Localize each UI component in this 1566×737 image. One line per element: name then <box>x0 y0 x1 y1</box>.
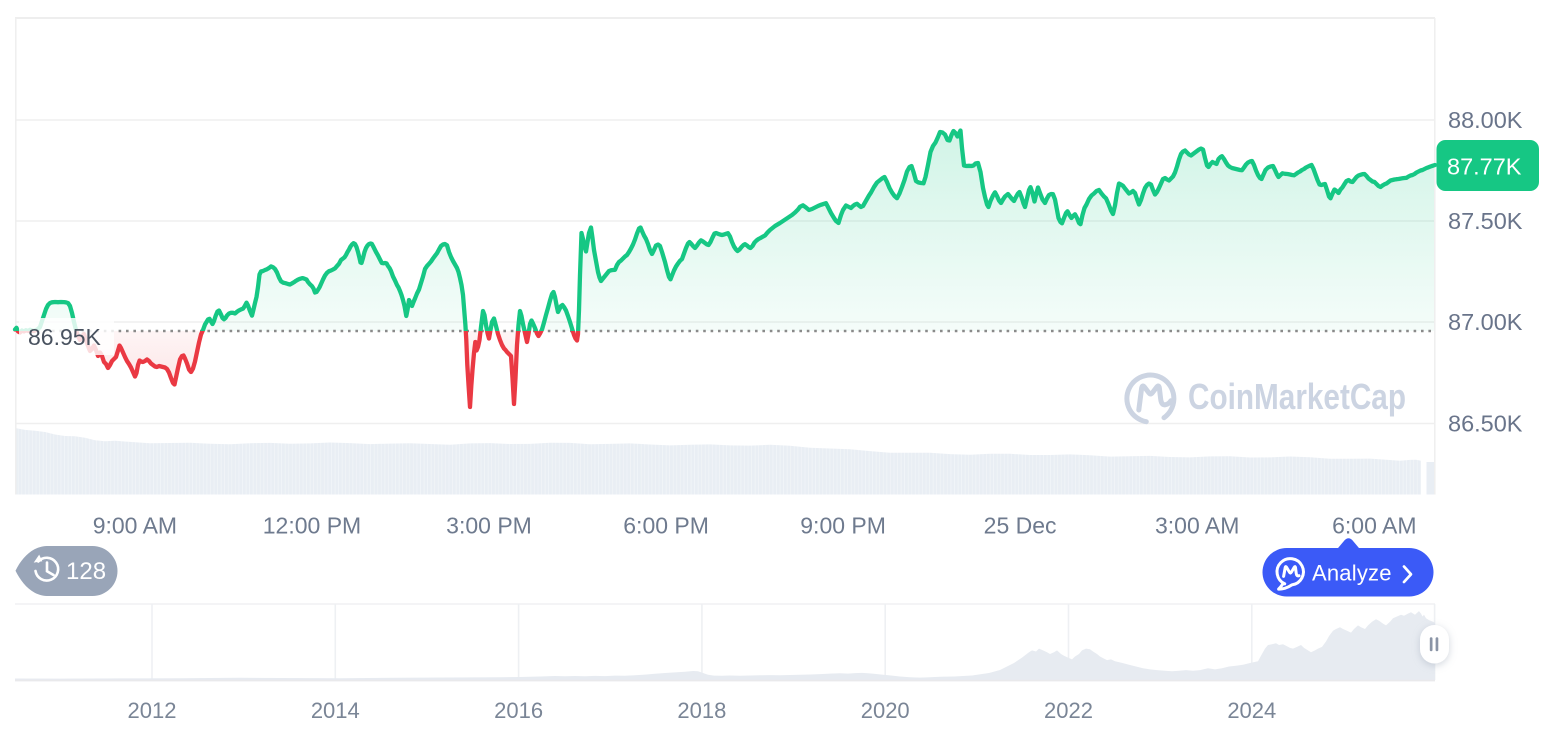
svg-text:6:00 PM: 6:00 PM <box>623 513 709 539</box>
svg-text:86.50K: 86.50K <box>1448 411 1523 437</box>
svg-text:2014: 2014 <box>311 698 360 723</box>
svg-text:9:00 AM: 9:00 AM <box>93 513 177 539</box>
svg-text:3:00 PM: 3:00 PM <box>446 513 532 539</box>
svg-text:CoinMarketCap: CoinMarketCap <box>1188 376 1406 417</box>
svg-text:2020: 2020 <box>861 698 910 723</box>
svg-text:87.50K: 87.50K <box>1448 208 1523 234</box>
svg-text:2012: 2012 <box>128 698 177 723</box>
svg-text:2018: 2018 <box>677 698 726 723</box>
svg-text:87.77K: 87.77K <box>1447 154 1522 180</box>
svg-text:88.00K: 88.00K <box>1448 107 1523 133</box>
svg-text:12:00 PM: 12:00 PM <box>263 513 361 539</box>
svg-text:Analyze: Analyze <box>1312 561 1392 586</box>
svg-text:3:00 AM: 3:00 AM <box>1155 513 1239 539</box>
svg-text:9:00 PM: 9:00 PM <box>800 513 886 539</box>
svg-text:128: 128 <box>66 558 106 585</box>
svg-text:86.95K: 86.95K <box>28 324 102 350</box>
svg-text:25 Dec: 25 Dec <box>984 513 1057 539</box>
svg-text:2024: 2024 <box>1227 698 1276 723</box>
svg-text:2022: 2022 <box>1044 698 1093 723</box>
svg-text:87.00K: 87.00K <box>1448 309 1523 335</box>
svg-text:2016: 2016 <box>494 698 543 723</box>
svg-text:6:00 AM: 6:00 AM <box>1332 513 1416 539</box>
